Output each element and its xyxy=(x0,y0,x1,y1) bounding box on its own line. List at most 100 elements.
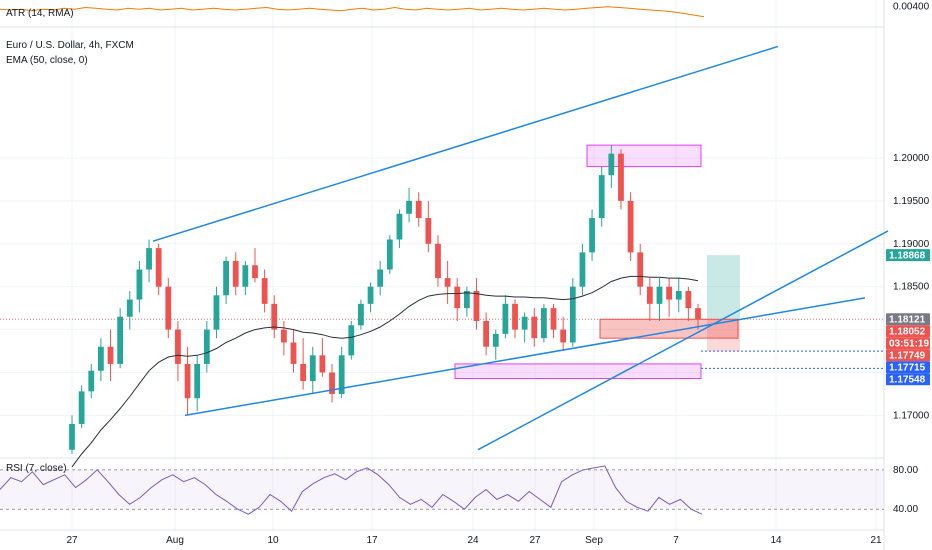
time-tick-label: 10 xyxy=(267,535,279,546)
price-tick-label: 1.18500 xyxy=(893,282,930,293)
channel-lower-line xyxy=(184,297,866,417)
atr-title: ATR (14, RMA) xyxy=(6,8,74,19)
time-tick-label: 24 xyxy=(467,535,479,546)
rsi-band xyxy=(0,469,884,510)
price-tag-label: 03:51:19 xyxy=(889,339,929,350)
candle-body xyxy=(685,290,692,309)
demand-zone-bottom xyxy=(454,363,702,379)
candle-body xyxy=(627,200,634,253)
ema-line xyxy=(71,275,699,468)
candle-body xyxy=(78,391,85,424)
candle-body xyxy=(309,355,316,382)
drawing-zones xyxy=(0,144,884,379)
candle-body xyxy=(126,299,133,317)
time-tick-label: Sep xyxy=(585,535,603,546)
candle-body xyxy=(435,243,441,279)
price-tag-label: 1.17715 xyxy=(889,363,926,374)
candle-body xyxy=(406,200,412,214)
candle-body xyxy=(194,363,201,399)
time-tick-label: 27 xyxy=(529,535,541,546)
candle-body xyxy=(502,303,509,334)
rising-trend-line xyxy=(477,230,889,451)
candle-body xyxy=(675,290,682,300)
candle-body xyxy=(107,346,114,364)
price-tag xyxy=(886,349,930,362)
price-tag xyxy=(886,361,930,374)
candle-body xyxy=(415,200,422,219)
candle-body xyxy=(348,325,355,356)
candle-body xyxy=(319,355,326,373)
candle-body xyxy=(242,265,249,287)
price-tag xyxy=(886,249,930,262)
rsi-series xyxy=(0,465,703,515)
candle-body xyxy=(608,153,615,176)
candle-body xyxy=(512,303,518,330)
price-tick-label: 1.17000 xyxy=(893,410,930,421)
candle-body xyxy=(598,175,605,219)
price-tick-label: 1.19000 xyxy=(893,239,930,250)
candle-body xyxy=(454,286,461,309)
candle-body xyxy=(165,286,172,330)
candle-body xyxy=(203,329,210,364)
time-tick-label: 14 xyxy=(770,535,782,546)
price-axis[interactable]: 1.17000 1.18500 1.19000 1.19500 1.20000 0.004… xyxy=(893,2,930,516)
candle-body xyxy=(531,316,538,339)
price-tag-label: 1.17548 xyxy=(889,375,926,386)
candle-body xyxy=(618,153,624,201)
legend-titles: ATR (14, RMA) Euro / U.S. Dollar, 4h, FX… xyxy=(6,8,134,474)
price-tag-label: 1.18121 xyxy=(889,315,926,326)
candle-body xyxy=(550,308,557,330)
price-tick-label: 1.19500 xyxy=(893,196,930,207)
ema-series xyxy=(71,275,699,468)
time-tick-label: Aug xyxy=(166,535,184,546)
ema-title: EMA (50, close, 0) xyxy=(6,55,88,66)
candle-body xyxy=(367,286,374,304)
trend-lines xyxy=(152,45,889,451)
candle-body xyxy=(492,333,499,347)
time-axis[interactable]: 27 Aug 10 17 24 27 Sep 7 14 21 xyxy=(66,535,882,546)
time-tick-label: 7 xyxy=(673,535,679,546)
candle-body xyxy=(569,286,576,343)
grid xyxy=(0,0,885,550)
candle-body xyxy=(656,286,663,304)
candle-body xyxy=(117,316,124,364)
rsi-tick-label: 80.00 xyxy=(893,465,918,476)
price-tag xyxy=(886,337,930,350)
price-tag-label: 1.17749 xyxy=(889,351,926,362)
candle-body xyxy=(271,303,278,330)
main-title: Euro / U.S. Dollar, 4h, FXCM xyxy=(6,40,134,51)
price-tag xyxy=(886,325,930,338)
candle-body xyxy=(88,370,95,392)
price-tag-label: 1.18868 xyxy=(889,251,926,262)
candle-body xyxy=(579,252,586,287)
price-tag-label: 1.18052 xyxy=(889,327,926,338)
candle-body xyxy=(646,286,653,304)
target-zone xyxy=(707,255,740,320)
price-tag xyxy=(886,373,930,386)
candle-body xyxy=(396,213,403,240)
price-tick-label: 1.20000 xyxy=(893,153,930,164)
rsi-title: RSI (7, close) xyxy=(6,463,67,474)
candle-body xyxy=(521,316,528,330)
candle-body xyxy=(329,372,335,394)
supply-zone-top xyxy=(586,144,702,168)
candle-body xyxy=(666,286,672,300)
candle-body xyxy=(280,329,287,343)
candle-body xyxy=(695,308,701,320)
candles xyxy=(69,145,701,454)
candle-body xyxy=(444,278,451,287)
candle-body xyxy=(483,321,490,347)
candle-body xyxy=(136,269,143,300)
rsi-pane xyxy=(0,465,884,515)
atr-tick-label: 0.00400 xyxy=(893,2,930,13)
candle-body xyxy=(560,329,567,343)
candle-body xyxy=(637,252,644,287)
atr-series xyxy=(0,6,705,18)
candle-body xyxy=(69,423,75,450)
candle-body xyxy=(213,295,220,330)
time-tick-label: 21 xyxy=(870,535,882,546)
candle-body xyxy=(223,260,229,296)
atr-pane xyxy=(0,6,705,18)
time-tick-label: 17 xyxy=(366,535,378,546)
